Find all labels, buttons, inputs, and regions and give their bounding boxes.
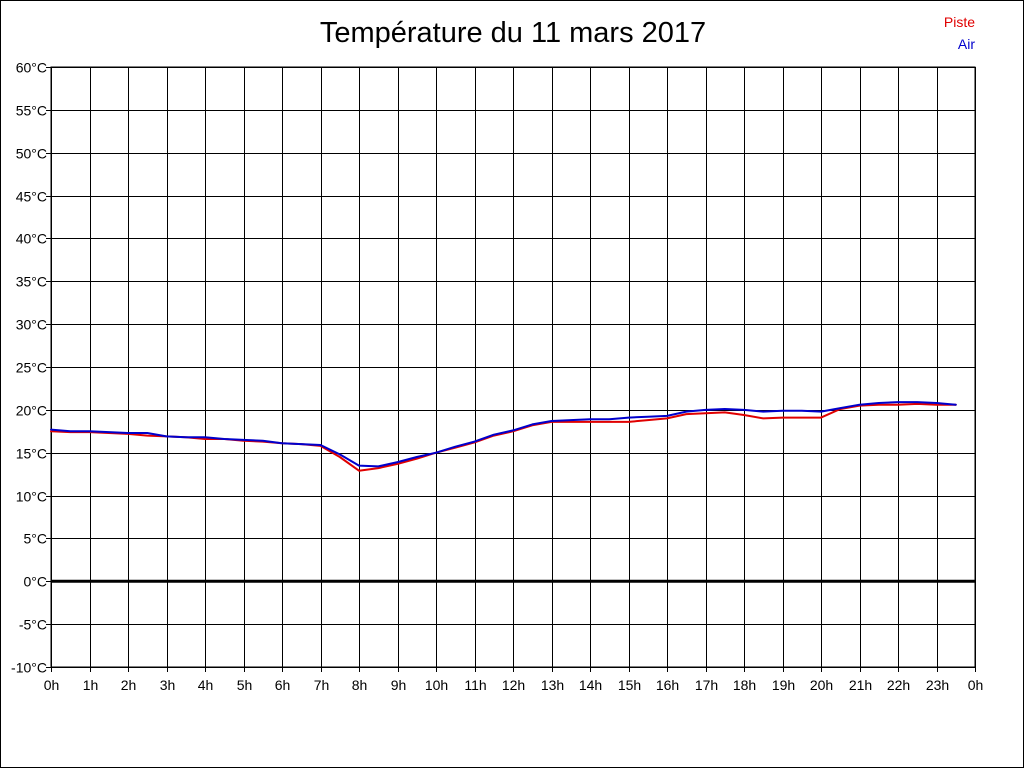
y-tick-label: 0°C xyxy=(24,574,48,590)
x-tick-label: 4h xyxy=(198,677,214,693)
x-tick-label: 11h xyxy=(464,677,486,693)
chart-title: Température du 11 mars 2017 xyxy=(319,17,707,49)
grid-layer xyxy=(50,66,976,668)
x-tick-label: 21h xyxy=(849,677,872,693)
x-tick-label: 12h xyxy=(502,677,525,693)
y-tick-label: 15°C xyxy=(16,446,47,462)
x-tick-label: 6h xyxy=(275,677,291,693)
x-tick-label: 19h xyxy=(772,677,795,693)
x-tick-label: 0h xyxy=(968,677,984,693)
x-tick-label: 20h xyxy=(810,677,833,693)
y-tick-label: 30°C xyxy=(16,317,47,333)
x-tick-label: 23h xyxy=(926,677,949,693)
series-layer xyxy=(50,401,957,472)
y-tick-label: 25°C xyxy=(16,360,47,376)
axis-layer: 0h 1h 2h 3h 4h 5h 6h 7h 8h 9h 10h 11h 12h 13h 14h 15h 16… xyxy=(11,60,983,694)
x-tick-label: 9h xyxy=(391,677,407,693)
y-tick-label: 35°C xyxy=(16,274,47,290)
x-tick-label: 16h xyxy=(656,677,679,693)
x-tick-label: 0h xyxy=(44,677,60,693)
x-tick-label: 5h xyxy=(237,677,253,693)
y-tick-label: 10°C xyxy=(16,489,47,505)
y-tick-label: 40°C xyxy=(16,231,47,247)
series-line-air xyxy=(50,401,957,468)
x-tick-label: 7h xyxy=(314,677,330,693)
y-tick-label: 5°C xyxy=(24,531,48,547)
y-tick-label: 45°C xyxy=(16,189,47,205)
y-tick-label: 20°C xyxy=(16,403,47,419)
x-tick-label: 8h xyxy=(352,677,368,693)
y-tick-label: 60°C xyxy=(16,60,47,76)
legend-entry-piste: Piste xyxy=(943,14,975,30)
x-tick-label: 1h xyxy=(83,677,99,693)
y-tick-label: 55°C xyxy=(16,103,47,119)
x-tick-label: 14h xyxy=(579,677,602,693)
x-tick-label: 22h xyxy=(887,677,910,693)
y-tick-label: -5°C xyxy=(19,617,47,633)
y-tick-label: 50°C xyxy=(16,146,47,162)
x-tick-label: 2h xyxy=(121,677,137,693)
x-tick-label: 13h xyxy=(541,677,564,693)
y-tick-label: -10°C xyxy=(11,660,47,676)
x-tick-label: 3h xyxy=(160,677,176,693)
x-tick-label: 17h xyxy=(695,677,718,693)
x-tick-label: 15h xyxy=(618,677,641,693)
x-tick-label: 18h xyxy=(733,677,756,693)
x-tick-label: 10h xyxy=(425,677,448,693)
legend-entry-air: Air xyxy=(957,36,975,52)
